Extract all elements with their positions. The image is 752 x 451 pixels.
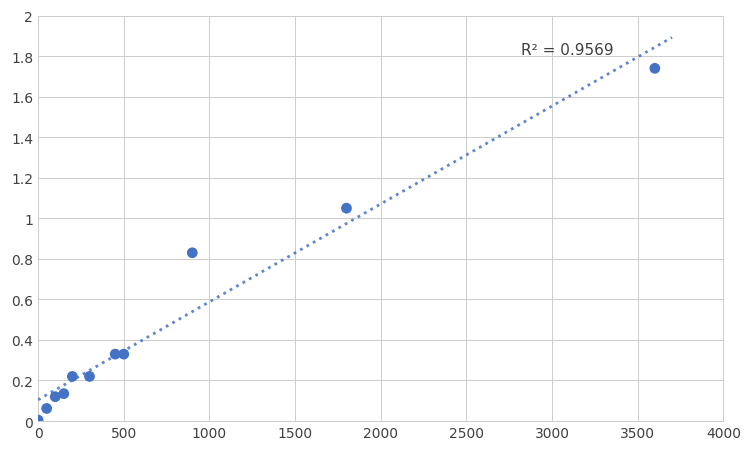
Point (83, 373, 96, 380)
Point (341, 205, 353, 212)
Point (118, 351, 130, 358)
Point (58, 390, 70, 397)
Point (32, 416, 44, 423)
Point (66, 373, 78, 380)
Text: R² = 0.9569: R² = 0.9569 (521, 43, 614, 58)
Point (109, 351, 121, 358)
Point (49, 393, 61, 400)
Point (649, 65, 661, 73)
Point (186, 249, 199, 257)
Point (41, 405, 53, 412)
